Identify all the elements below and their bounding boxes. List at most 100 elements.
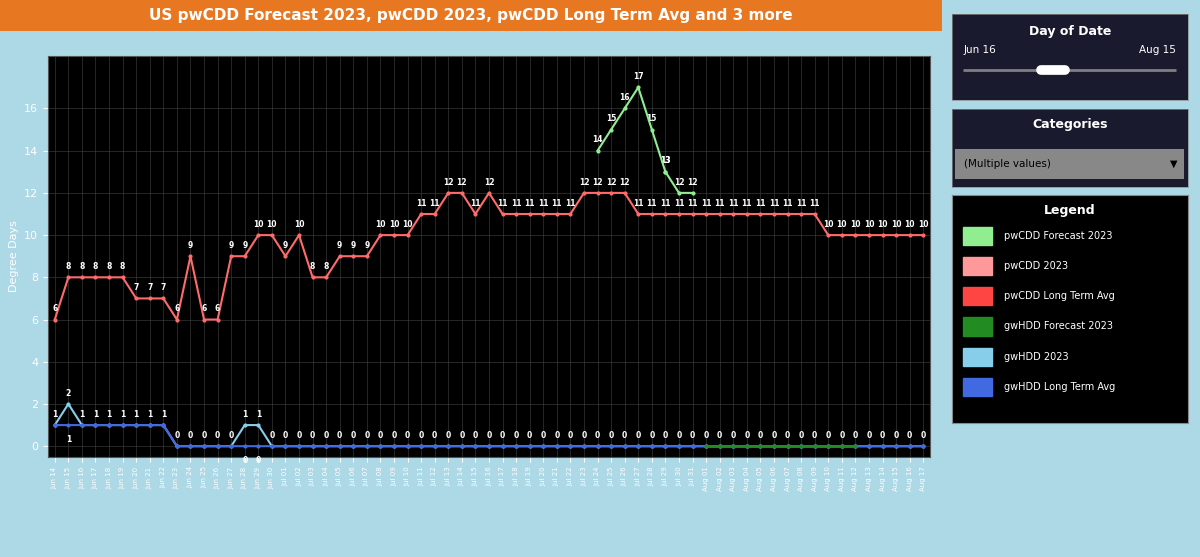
Text: 6: 6 bbox=[174, 304, 180, 313]
Text: Jun 16: Jun 16 bbox=[964, 45, 996, 55]
Text: 10: 10 bbox=[266, 220, 277, 229]
Text: 10: 10 bbox=[402, 220, 413, 229]
Text: 11: 11 bbox=[524, 199, 535, 208]
Text: 9: 9 bbox=[365, 241, 370, 250]
Text: 13: 13 bbox=[660, 157, 671, 165]
Text: 11: 11 bbox=[728, 199, 738, 208]
Text: 10: 10 bbox=[376, 220, 385, 229]
Text: 0: 0 bbox=[649, 431, 654, 440]
Text: 11: 11 bbox=[511, 199, 521, 208]
Text: 10: 10 bbox=[253, 220, 264, 229]
Text: 0: 0 bbox=[608, 431, 613, 440]
Text: 9: 9 bbox=[283, 241, 288, 250]
Text: 11: 11 bbox=[647, 199, 658, 208]
Text: 0: 0 bbox=[445, 431, 451, 440]
Text: 0: 0 bbox=[269, 431, 275, 440]
Text: 1: 1 bbox=[256, 410, 260, 419]
Text: 0: 0 bbox=[731, 431, 736, 440]
Text: 0: 0 bbox=[595, 431, 600, 440]
Text: 0: 0 bbox=[677, 431, 682, 440]
Text: 11: 11 bbox=[565, 199, 576, 208]
Text: 10: 10 bbox=[890, 220, 901, 229]
Text: 0: 0 bbox=[907, 431, 912, 440]
Text: US pwCDD Forecast 2023, pwCDD 2023, pwCDD Long Term Avg and 3 more: US pwCDD Forecast 2023, pwCDD 2023, pwCD… bbox=[149, 8, 793, 23]
Text: 14: 14 bbox=[593, 135, 602, 144]
Text: 10: 10 bbox=[823, 220, 834, 229]
Text: 8: 8 bbox=[120, 262, 125, 271]
Text: 8: 8 bbox=[324, 262, 329, 271]
Text: 6: 6 bbox=[202, 304, 206, 313]
Text: 0: 0 bbox=[296, 431, 301, 440]
Text: 8: 8 bbox=[66, 262, 71, 271]
Text: 11: 11 bbox=[673, 199, 684, 208]
Text: 9: 9 bbox=[188, 241, 193, 250]
Text: 0: 0 bbox=[188, 431, 193, 440]
Text: Day of Date: Day of Date bbox=[1028, 25, 1111, 38]
Bar bbox=[964, 317, 991, 336]
Text: 0: 0 bbox=[460, 431, 464, 440]
Text: 0: 0 bbox=[174, 431, 180, 440]
Text: 10: 10 bbox=[389, 220, 400, 229]
Text: 10: 10 bbox=[864, 220, 874, 229]
Text: 0: 0 bbox=[636, 431, 641, 440]
Text: 9: 9 bbox=[242, 241, 247, 250]
Text: 0: 0 bbox=[337, 431, 342, 440]
Bar bbox=[964, 287, 991, 305]
Text: 0: 0 bbox=[554, 431, 559, 440]
Text: 11: 11 bbox=[796, 199, 806, 208]
Text: gwHDD Forecast 2023: gwHDD Forecast 2023 bbox=[1003, 321, 1112, 331]
Text: 10: 10 bbox=[905, 220, 914, 229]
Text: 0: 0 bbox=[690, 431, 695, 440]
Text: 12: 12 bbox=[457, 178, 467, 187]
Text: 12: 12 bbox=[484, 178, 494, 187]
Text: 8: 8 bbox=[107, 262, 112, 271]
Text: 11: 11 bbox=[769, 199, 779, 208]
Text: 0: 0 bbox=[283, 431, 288, 440]
Text: 0: 0 bbox=[391, 431, 397, 440]
Text: 0: 0 bbox=[527, 431, 533, 440]
Text: gwHDD Long Term Avg: gwHDD Long Term Avg bbox=[1003, 382, 1115, 392]
Text: Legend: Legend bbox=[1044, 204, 1096, 217]
Text: gwHDD 2023: gwHDD 2023 bbox=[1003, 351, 1068, 361]
Text: 0: 0 bbox=[920, 431, 926, 440]
Text: 11: 11 bbox=[430, 199, 440, 208]
Text: 0: 0 bbox=[798, 431, 804, 440]
Text: 11: 11 bbox=[701, 199, 712, 208]
Text: 0: 0 bbox=[404, 431, 410, 440]
Text: 7: 7 bbox=[133, 283, 139, 292]
Text: 12: 12 bbox=[606, 178, 617, 187]
Text: 0: 0 bbox=[718, 431, 722, 440]
Text: 11: 11 bbox=[810, 199, 820, 208]
Text: 1: 1 bbox=[133, 410, 139, 419]
Text: 9: 9 bbox=[350, 241, 356, 250]
Text: 10: 10 bbox=[918, 220, 929, 229]
Text: 0: 0 bbox=[500, 431, 505, 440]
Text: 9: 9 bbox=[337, 241, 342, 250]
Text: 0: 0 bbox=[486, 431, 492, 440]
Text: 1: 1 bbox=[161, 410, 166, 419]
Text: 11: 11 bbox=[538, 199, 548, 208]
Text: 0: 0 bbox=[215, 431, 221, 440]
Text: 11: 11 bbox=[714, 199, 725, 208]
Text: 1: 1 bbox=[79, 410, 84, 419]
Y-axis label: Degree Days: Degree Days bbox=[8, 220, 18, 292]
Text: (Multiple values): (Multiple values) bbox=[965, 159, 1051, 169]
Text: 0: 0 bbox=[744, 431, 750, 440]
Text: 0: 0 bbox=[839, 431, 845, 440]
Text: 1: 1 bbox=[107, 410, 112, 419]
Text: 0: 0 bbox=[514, 431, 518, 440]
Text: 6: 6 bbox=[215, 304, 221, 313]
Text: 10: 10 bbox=[850, 220, 860, 229]
Text: 16: 16 bbox=[619, 93, 630, 102]
Text: 12: 12 bbox=[673, 178, 684, 187]
Text: 0: 0 bbox=[228, 431, 234, 440]
Text: 7: 7 bbox=[148, 283, 152, 292]
Text: 15: 15 bbox=[606, 114, 617, 123]
Text: 10: 10 bbox=[877, 220, 888, 229]
Text: 9: 9 bbox=[228, 241, 234, 250]
Bar bbox=[964, 348, 991, 366]
Text: 0: 0 bbox=[350, 431, 356, 440]
Text: 13: 13 bbox=[660, 157, 671, 165]
Text: 11: 11 bbox=[742, 199, 752, 208]
Text: 11: 11 bbox=[416, 199, 426, 208]
